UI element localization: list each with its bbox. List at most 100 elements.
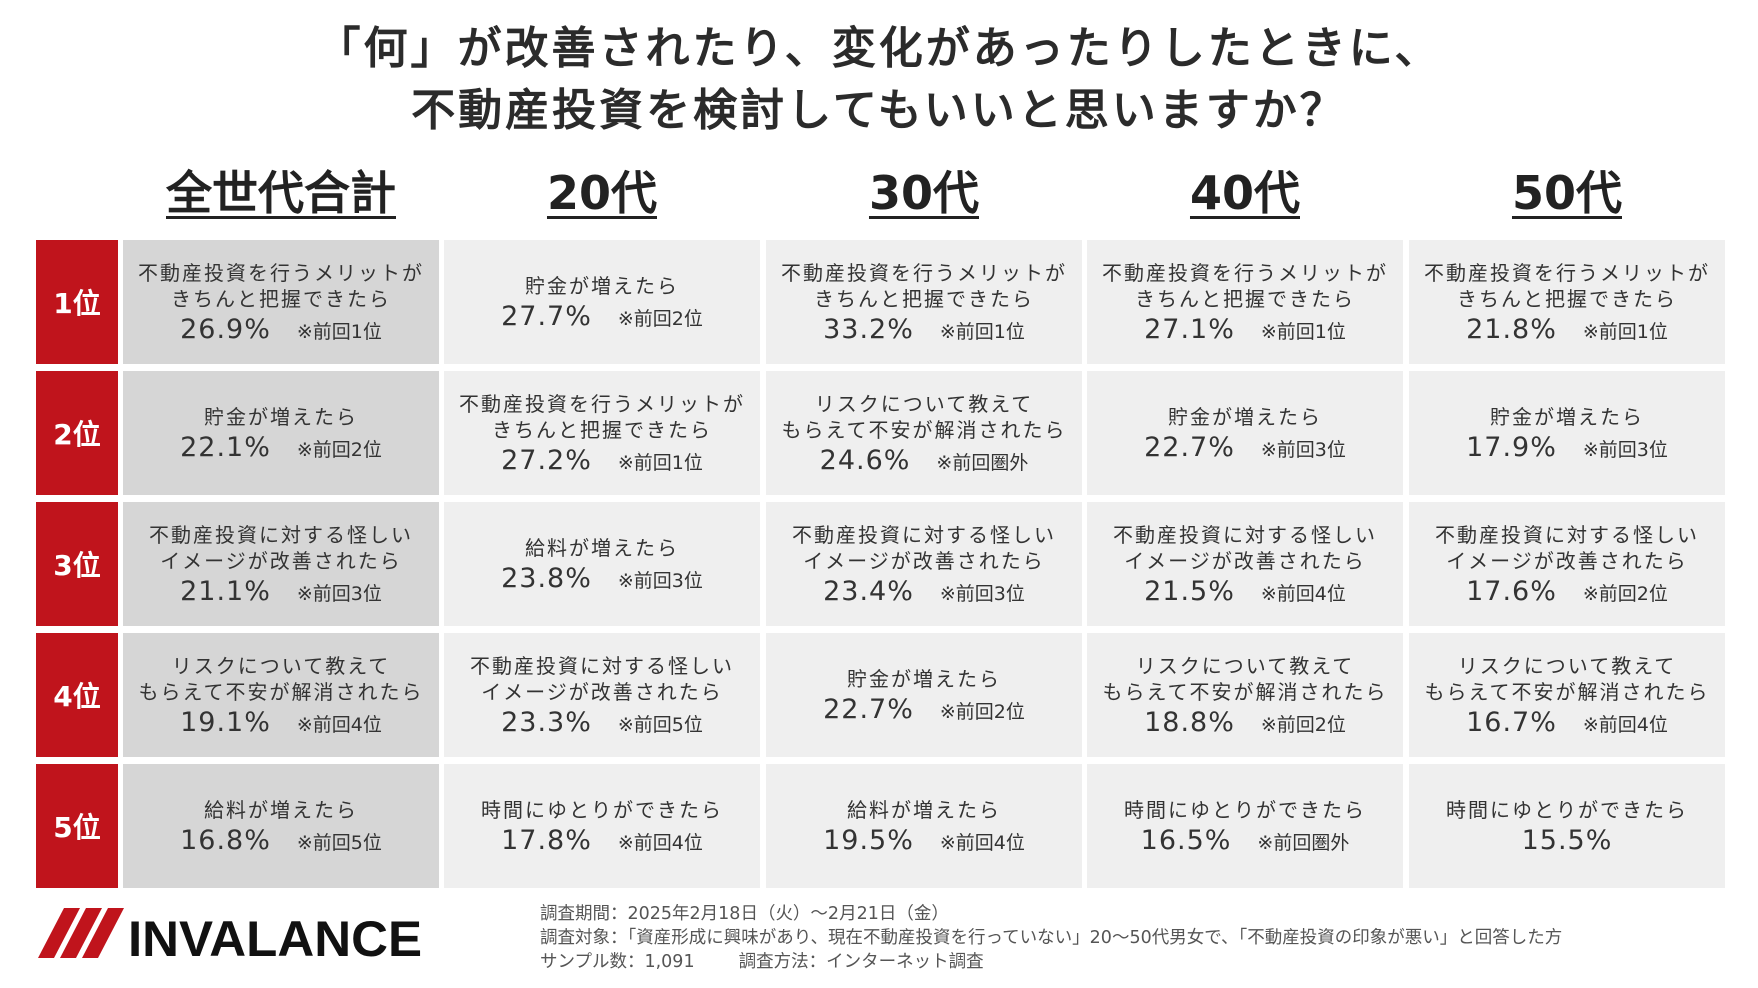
cell-reason: リスクについて教えて bbox=[814, 391, 1034, 416]
cell-percentage: 18.8% bbox=[1144, 706, 1235, 738]
ranking-cell: 貯金が増えたら 22.1% ※前回2位 bbox=[123, 371, 439, 495]
cell-reason: イメージが改善されたら bbox=[481, 679, 723, 704]
logo-stripe bbox=[38, 908, 80, 958]
cell-value: 22.7% ※前回2位 bbox=[823, 694, 1025, 725]
cell-value: 17.8% ※前回4位 bbox=[501, 825, 703, 856]
cell-percentage: 17.9% bbox=[1466, 431, 1557, 463]
page-title: 「何」が改善されたり、変化があったりしたときに、 不動産投資を検討してもいいと思… bbox=[0, 18, 1758, 142]
cell-previous-rank: ※前回4位 bbox=[296, 713, 382, 736]
cell-previous-rank: ※前回3位 bbox=[617, 569, 703, 592]
cell-previous-rank: ※前回2位 bbox=[1260, 713, 1346, 736]
cell-percentage: 17.8% bbox=[501, 824, 592, 856]
cell-value: 27.7% ※前回2位 bbox=[501, 301, 703, 332]
cell-reason: イメージが改善されたら bbox=[160, 548, 402, 573]
cell-reason: 不動産投資に対する怪しい bbox=[792, 522, 1056, 547]
logo-stripe bbox=[60, 908, 102, 958]
invalance-logo: INVALANCE bbox=[38, 908, 422, 966]
cell-previous-rank: ※前回3位 bbox=[939, 582, 1025, 605]
column-header-label: 全世代合計 bbox=[166, 166, 396, 220]
ranking-cell: 時間にゆとりができたら 16.5% ※前回圏外 bbox=[1087, 764, 1403, 888]
cell-percentage: 17.6% bbox=[1466, 575, 1557, 607]
survey-target: 調査対象：「資産形成に興味があり、現在不動産投資を行っていない」20～50代男女… bbox=[540, 928, 1563, 948]
cell-previous-rank: ※前回3位 bbox=[1582, 438, 1668, 461]
ranking-cell: リスクについて教えて もらえて不安が解消されたら 24.6% ※前回圏外 bbox=[766, 371, 1082, 495]
cell-previous-rank: ※前回5位 bbox=[617, 713, 703, 736]
column-header: 全世代合計 bbox=[123, 160, 439, 226]
cell-value: 16.8% ※前回5位 bbox=[180, 825, 382, 856]
cell-percentage: 33.2% bbox=[823, 313, 914, 345]
cell-reason: リスクについて教えて bbox=[171, 653, 391, 678]
ranking-cell: 給料が増えたら 19.5% ※前回4位 bbox=[766, 764, 1082, 888]
column-header: 30代 bbox=[766, 160, 1082, 226]
ranking-cell: リスクについて教えて もらえて不安が解消されたら 18.8% ※前回2位 bbox=[1087, 633, 1403, 757]
ranking-cell: 不動産投資に対する怪しい イメージが改善されたら 23.3% ※前回5位 bbox=[444, 633, 760, 757]
column-header-label: 50代 bbox=[1511, 166, 1622, 220]
cell-reason: 不動産投資に対する怪しい bbox=[470, 653, 734, 678]
cell-value: 23.3% ※前回5位 bbox=[501, 707, 703, 738]
cell-previous-rank: ※前回4位 bbox=[1260, 582, 1346, 605]
cell-value: 22.7% ※前回3位 bbox=[1144, 432, 1346, 463]
cell-value: 18.8% ※前回2位 bbox=[1144, 707, 1346, 738]
ranking-cell: 時間にゆとりができたら 15.5% bbox=[1409, 764, 1725, 888]
cell-previous-rank: ※前回1位 bbox=[1582, 320, 1668, 343]
cell-reason: 給料が増えたら bbox=[847, 797, 1001, 822]
cell-value: 15.5% bbox=[1522, 825, 1613, 856]
cell-value: 24.6% ※前回圏外 bbox=[820, 445, 1029, 476]
cell-previous-rank: ※前回3位 bbox=[1260, 438, 1346, 461]
ranking-cell: 貯金が増えたら 22.7% ※前回3位 bbox=[1087, 371, 1403, 495]
cell-reason: 給料が増えたら bbox=[204, 797, 358, 822]
cell-previous-rank: ※前回1位 bbox=[939, 320, 1025, 343]
cell-percentage: 21.8% bbox=[1466, 313, 1557, 345]
cell-reason: もらえて不安が解消されたら bbox=[138, 679, 424, 704]
cell-reason: 不動産投資を行うメリットが bbox=[459, 391, 745, 416]
ranking-cell: 給料が増えたら 23.8% ※前回3位 bbox=[444, 502, 760, 626]
cell-percentage: 27.7% bbox=[501, 300, 592, 332]
cell-previous-rank: ※前回1位 bbox=[296, 320, 382, 343]
cell-percentage: 19.5% bbox=[823, 824, 914, 856]
cell-value: 17.9% ※前回3位 bbox=[1466, 432, 1668, 463]
cell-reason: リスクについて教えて bbox=[1457, 653, 1677, 678]
column-header-label: 20代 bbox=[546, 166, 657, 220]
ranking-cell: 不動産投資に対する怪しい イメージが改善されたら 21.1% ※前回3位 bbox=[123, 502, 439, 626]
cell-reason: リスクについて教えて bbox=[1135, 653, 1355, 678]
cell-value: 27.2% ※前回1位 bbox=[501, 445, 703, 476]
cell-reason: 不動産投資を行うメリットが bbox=[1424, 260, 1710, 285]
column-header: 20代 bbox=[444, 160, 760, 226]
cell-percentage: 24.6% bbox=[819, 444, 911, 476]
cell-reason: 貯金が増えたら bbox=[204, 404, 358, 429]
survey-sample: サンプル数：1,091 bbox=[540, 952, 695, 972]
survey-method: 調査方法：インターネット調査 bbox=[738, 952, 984, 972]
column-header: 40代 bbox=[1087, 160, 1403, 226]
rank-label: 4位 bbox=[36, 633, 118, 757]
cell-percentage: 16.5% bbox=[1140, 824, 1232, 856]
rank-label: 1位 bbox=[36, 240, 118, 364]
cell-reason: イメージが改善されたら bbox=[1446, 548, 1688, 573]
cell-previous-rank: ※前回圏外 bbox=[936, 451, 1029, 474]
cell-reason: 時間にゆとりができたら bbox=[481, 797, 723, 822]
cell-reason: イメージが改善されたら bbox=[1124, 548, 1366, 573]
cell-value: 16.5% ※前回圏外 bbox=[1141, 825, 1350, 856]
cell-previous-rank: ※前回2位 bbox=[1582, 582, 1668, 605]
cell-reason: 不動産投資を行うメリットが bbox=[781, 260, 1067, 285]
cell-value: 27.1% ※前回1位 bbox=[1144, 314, 1346, 345]
rank-label: 2位 bbox=[36, 371, 118, 495]
ranking-cell: 時間にゆとりができたら 17.8% ※前回4位 bbox=[444, 764, 760, 888]
cell-previous-rank: ※前回1位 bbox=[617, 451, 703, 474]
column-header-label: 40代 bbox=[1189, 166, 1300, 220]
cell-reason: 不動産投資に対する怪しい bbox=[1435, 522, 1699, 547]
cell-percentage: 22.7% bbox=[823, 693, 914, 725]
cell-percentage: 21.5% bbox=[1144, 575, 1235, 607]
cell-value: 19.1% ※前回4位 bbox=[180, 707, 382, 738]
cell-value: 22.1% ※前回2位 bbox=[180, 432, 382, 463]
cell-value: 21.8% ※前回1位 bbox=[1466, 314, 1668, 345]
ranking-cell: 貯金が増えたら 17.9% ※前回3位 bbox=[1409, 371, 1725, 495]
rank-label: 5位 bbox=[36, 764, 118, 888]
cell-percentage: 27.1% bbox=[1144, 313, 1235, 345]
ranking-cell: 不動産投資を行うメリットが きちんと把握できたら 26.9% ※前回1位 bbox=[123, 240, 439, 364]
cell-reason: 貯金が増えたら bbox=[1168, 404, 1322, 429]
cell-reason: 貯金が増えたら bbox=[847, 666, 1001, 691]
cell-percentage: 21.1% bbox=[180, 575, 271, 607]
ranking-cell: 貯金が増えたら 22.7% ※前回2位 bbox=[766, 633, 1082, 757]
cell-value: 16.7% ※前回4位 bbox=[1466, 707, 1668, 738]
ranking-cell: 不動産投資に対する怪しい イメージが改善されたら 23.4% ※前回3位 bbox=[766, 502, 1082, 626]
